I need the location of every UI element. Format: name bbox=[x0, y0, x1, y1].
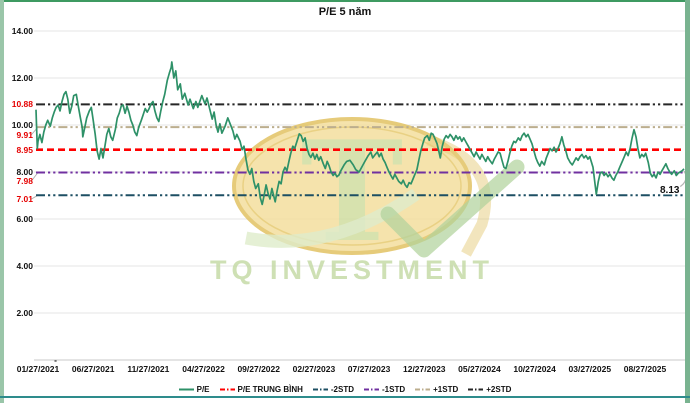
x-tick-label: 12/27/2023 bbox=[402, 364, 446, 374]
x-tick-label: 08/27/2025 bbox=[623, 364, 667, 374]
x-tick-label: 02/27/2023 bbox=[292, 364, 336, 374]
reference-value-label: 8.95 bbox=[16, 144, 33, 155]
legend-label: +1STD bbox=[433, 384, 459, 394]
legend-label: -2STD bbox=[330, 384, 354, 394]
last-value-label: 8.13 bbox=[660, 185, 680, 196]
watermark-text: TQ INVESTMENT bbox=[210, 255, 494, 285]
y-tick-label: 10.00 bbox=[11, 120, 33, 130]
legend-swatch-icon bbox=[364, 388, 379, 390]
legend-item: -2STD bbox=[312, 384, 354, 394]
legend-swatch-icon bbox=[468, 388, 484, 390]
legend-item: P/E bbox=[178, 384, 210, 394]
watermark: T TQ INVESTMENT bbox=[210, 110, 525, 285]
legend-label: -1STD bbox=[382, 384, 406, 394]
reference-value-label: 7.98 bbox=[16, 176, 33, 187]
reference-value-label: 7.01 bbox=[16, 194, 33, 205]
legend-swatch-icon bbox=[178, 388, 194, 390]
watermark-ellipse bbox=[232, 117, 472, 255]
x-tick-label: 05/27/2024 bbox=[458, 364, 501, 374]
reference-value-label: 9.91 bbox=[16, 130, 33, 141]
y-tick-label: 12.00 bbox=[11, 73, 33, 83]
x-tick-label: 09/27/2022 bbox=[237, 364, 280, 374]
y-tick-label: 8.00 bbox=[16, 167, 33, 177]
frame-right-border bbox=[685, 0, 690, 403]
x-tick-label: 03/27/2025 bbox=[568, 364, 612, 374]
x-tick-label: 04/27/2022 bbox=[182, 364, 225, 374]
watermark-monogram: T bbox=[301, 110, 404, 273]
chart-title: P/E 5 năm bbox=[318, 6, 372, 18]
legend-swatch-icon bbox=[415, 388, 431, 390]
y-tick-label: 4.00 bbox=[16, 261, 33, 271]
pe-series-line bbox=[35, 61, 685, 206]
legend-swatch-icon bbox=[312, 388, 328, 390]
legend-item: +2STD bbox=[468, 385, 511, 394]
y-tick-label: - bbox=[54, 355, 57, 365]
x-tick-label: 10/27/2024 bbox=[513, 364, 556, 374]
y-tick-label: 6.00 bbox=[16, 214, 33, 224]
x-tick-label: 11/27/2021 bbox=[127, 364, 170, 374]
x-tick-label: 01/27/2021 bbox=[16, 364, 60, 374]
legend-item: P/E TRUNG BÌNH bbox=[219, 384, 303, 394]
watermark-swoosh bbox=[244, 188, 420, 248]
legend-label: +2STD bbox=[486, 384, 512, 394]
frame-bottom-rule bbox=[0, 396, 690, 398]
y-tick-label: 14.00 bbox=[11, 26, 33, 36]
y-tick-label: 2.00 bbox=[16, 308, 33, 318]
frame-top-border bbox=[0, 0, 690, 2]
legend-item: +1STD bbox=[415, 385, 458, 394]
x-tick-label: 06/27/2021 bbox=[71, 364, 115, 374]
legend: P/E P/E TRUNG BÌNH -2STD -1STD +1STD +2S… bbox=[0, 382, 690, 396]
legend-item: -1STD bbox=[364, 385, 405, 394]
x-tick-label: 07/27/2023 bbox=[347, 364, 391, 374]
legend-swatch-icon bbox=[219, 388, 235, 390]
watermark-q-tail bbox=[426, 134, 491, 257]
reference-value-label: 10.88 bbox=[11, 99, 33, 110]
legend-label: P/E bbox=[196, 384, 210, 394]
frame-left-border bbox=[0, 0, 4, 403]
legend-label: P/E TRUNG BÌNH bbox=[237, 384, 303, 394]
